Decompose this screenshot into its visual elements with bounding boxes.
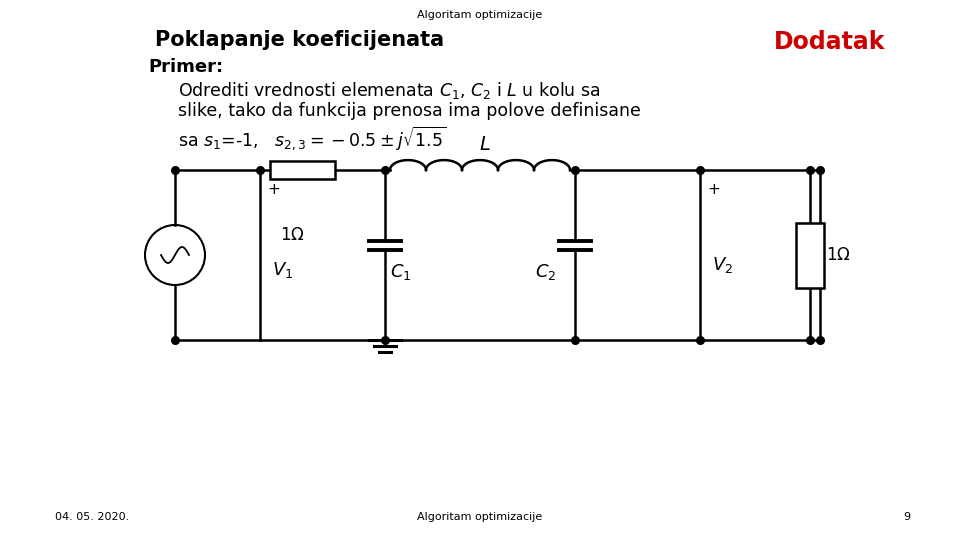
- Text: Algoritam optimizacije: Algoritam optimizacije: [418, 512, 542, 522]
- Text: sa $s_1$=-1,   $s_{2,3} = -0.5 \pm j\sqrt{1.5}$: sa $s_1$=-1, $s_{2,3} = -0.5 \pm j\sqrt{…: [178, 124, 446, 152]
- Text: slike, tako da funkcija prenosa ima polove definisane: slike, tako da funkcija prenosa ima polo…: [178, 102, 641, 120]
- Text: $C_1$: $C_1$: [390, 261, 412, 281]
- Text: 04. 05. 2020.: 04. 05. 2020.: [55, 512, 130, 522]
- Bar: [270, 161, 335, 179]
- Text: $1\Omega$: $1\Omega$: [826, 246, 851, 264]
- Text: Algoritam optimizacije: Algoritam optimizacije: [418, 10, 542, 20]
- Text: $L$: $L$: [479, 136, 491, 154]
- Bar: [796, 222, 824, 287]
- Text: $1\Omega$: $1\Omega$: [280, 226, 304, 244]
- Text: Primer:: Primer:: [148, 58, 223, 76]
- Text: Dodatak: Dodatak: [775, 30, 886, 54]
- Text: Odrediti vrednosti elemenata $C_1$, $C_2$ i $L$ u kolu sa: Odrediti vrednosti elemenata $C_1$, $C_2…: [178, 80, 601, 101]
- Text: +: +: [707, 182, 720, 197]
- Text: $V_1$: $V_1$: [272, 260, 293, 280]
- Text: $C_2$: $C_2$: [535, 261, 556, 281]
- Text: +: +: [267, 182, 279, 197]
- Text: Poklapanje koeficijenata: Poklapanje koeficijenata: [156, 30, 444, 50]
- Text: 9: 9: [902, 512, 910, 522]
- Text: $V_2$: $V_2$: [712, 255, 733, 275]
